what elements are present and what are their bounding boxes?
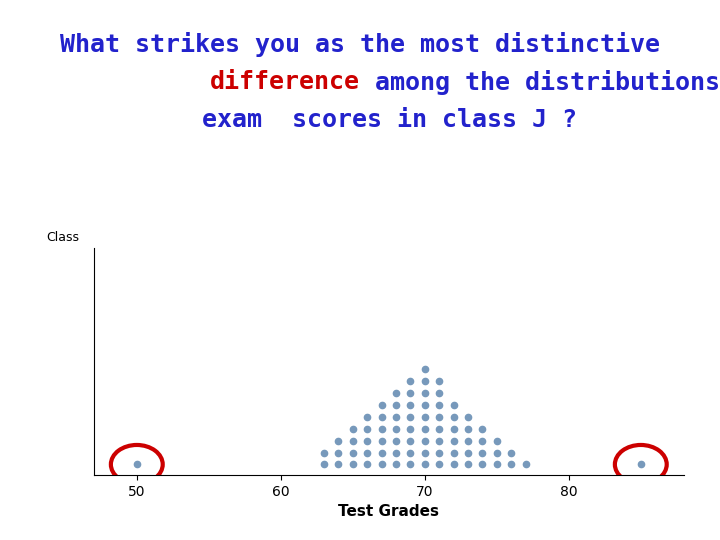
Text: difference: difference — [210, 70, 360, 94]
Text: exam  scores in class J ?: exam scores in class J ? — [143, 108, 577, 132]
Text: What strikes you as the most distinctive: What strikes you as the most distinctive — [60, 32, 660, 57]
Text: Class: Class — [46, 231, 79, 244]
X-axis label: Test Grades: Test Grades — [338, 504, 439, 519]
Text: among the distributions of: among the distributions of — [360, 70, 720, 95]
